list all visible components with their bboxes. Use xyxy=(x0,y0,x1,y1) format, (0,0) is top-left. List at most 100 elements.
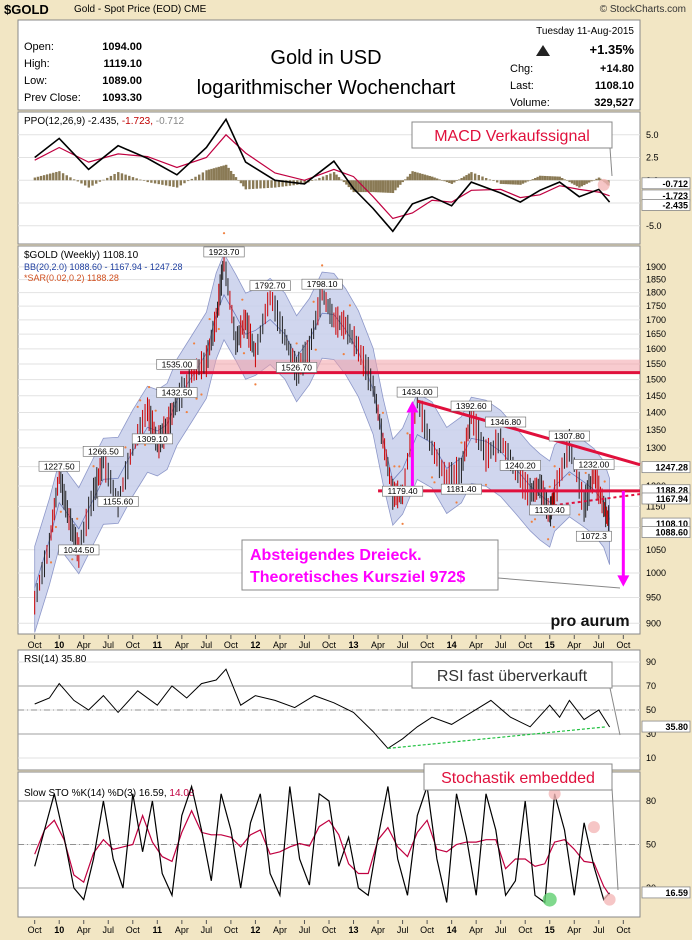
ppo-histogram-bar xyxy=(239,180,243,184)
sar-dot xyxy=(314,348,317,351)
price-label: 1130.40 xyxy=(535,505,565,515)
ppo-histogram-bar xyxy=(524,180,527,183)
rsi-trendline xyxy=(387,726,607,749)
x-axis-label-upper: Oct xyxy=(616,640,631,650)
x-axis-label-upper: 14 xyxy=(447,640,457,650)
stats-vol-label: Volume: xyxy=(510,97,550,109)
ppo-histogram-bar xyxy=(369,180,373,193)
ppo-histogram-bar xyxy=(281,180,284,187)
ppo-histogram-bar xyxy=(431,176,434,181)
ppo-histogram-bar xyxy=(529,180,532,181)
ohlc-label: Prev Close: xyxy=(24,92,81,104)
ppo-histogram-bar xyxy=(516,180,520,185)
ppo-histogram-bar xyxy=(266,180,270,189)
price-label: 1535.00 xyxy=(162,359,193,369)
x-axis-label-lower: 14 xyxy=(447,925,457,935)
ppo-histogram-bar xyxy=(65,175,68,181)
sto-high-marker-2 xyxy=(587,821,600,834)
x-axis-label-upper: Jul xyxy=(593,640,605,650)
price-last-label-box xyxy=(641,526,691,538)
x-axis-label-upper: Jul xyxy=(495,640,507,650)
ppo-histogram-bar xyxy=(504,180,507,185)
stats-chg-label: Chg: xyxy=(510,63,533,75)
ppo-histogram-bar xyxy=(496,180,499,183)
price-tick-label: 950 xyxy=(646,592,661,602)
ppo-histogram-bar xyxy=(359,180,363,193)
ppo-histogram-bar xyxy=(568,180,571,183)
price-label-box xyxy=(156,359,198,370)
ppo-line xyxy=(34,117,611,233)
ppo-histogram-bar xyxy=(52,172,55,181)
ppo-signal-line xyxy=(34,133,610,220)
sar-dot xyxy=(254,383,257,386)
sar-dot xyxy=(530,520,533,523)
ppo-histogram-bar xyxy=(592,180,596,181)
price-label: 1923.70 xyxy=(209,247,240,257)
price-label-box xyxy=(156,387,198,398)
ppo-histogram-bar xyxy=(337,177,341,181)
ppo-histogram-bar xyxy=(314,179,317,181)
ppo-histogram-bar xyxy=(179,180,183,186)
rsi-last-label-box xyxy=(641,720,691,733)
sar-dot xyxy=(406,432,409,435)
ppo-histogram-bar xyxy=(310,180,314,181)
ppo-histogram-bar xyxy=(234,177,238,181)
x-axis-label-lower: Jul xyxy=(299,925,311,935)
ppo-histogram-bar xyxy=(364,180,368,193)
ppo-legend-part: -1.723, xyxy=(119,116,153,127)
x-axis-label-lower: Jul xyxy=(397,925,409,935)
price-label-box xyxy=(396,386,438,398)
x-axis-label-upper: 10 xyxy=(54,640,64,650)
ppo-histogram-bar xyxy=(460,178,463,181)
sar-dot xyxy=(92,465,95,468)
ppo-legend: PPO(12,26,9) -2.435, -1.723, -0.712 xyxy=(24,116,185,127)
ppo-histogram-bar xyxy=(42,175,46,181)
ppo-histogram-bar xyxy=(450,180,454,184)
rsi-note: RSI fast überverkauft xyxy=(437,668,588,685)
ppo-histogram-bar xyxy=(161,180,164,185)
ppo-histogram-bar xyxy=(342,180,346,183)
ppo-histogram-bar xyxy=(55,171,58,181)
ppo-histogram-bar xyxy=(229,170,233,181)
ppo-histogram-bar xyxy=(157,180,160,185)
ppo-histogram-bar xyxy=(465,175,468,181)
rsi-line xyxy=(34,668,611,750)
x-axis-label-upper: Apr xyxy=(469,640,483,650)
ppo-histogram-bar xyxy=(492,180,495,181)
ppo-histogram-bar xyxy=(401,180,404,183)
price-tick-label: 1750 xyxy=(646,301,666,311)
macd-note-pointer xyxy=(609,147,613,177)
ppo-histogram-bar xyxy=(372,180,375,193)
ppo-histogram-bar xyxy=(453,180,456,183)
price-label: 1072.3 xyxy=(581,531,607,541)
price-tick-label: 1350 xyxy=(646,425,666,435)
ppo-histogram-bar xyxy=(142,180,146,181)
ppo-histogram-bar xyxy=(135,178,138,181)
stats-chg: +14.80 xyxy=(600,63,634,75)
ppo-histogram-bar xyxy=(131,177,135,181)
ppo-histogram-bar xyxy=(139,179,142,181)
ppo-histogram-bar xyxy=(83,180,87,186)
ppo-histogram-bar xyxy=(255,180,259,189)
ppo-histogram-bar xyxy=(172,180,175,187)
sto-tick-label: 50 xyxy=(646,840,656,850)
ohlc-label: Open: xyxy=(24,41,54,53)
ppo-histogram-bar xyxy=(36,176,40,181)
x-axis-label-upper: Oct xyxy=(420,640,435,650)
price-label-box xyxy=(38,460,80,472)
price-label: 1181.40 xyxy=(446,484,476,494)
rsi-last-label: 35.80 xyxy=(665,722,688,732)
sar-dot xyxy=(533,518,537,521)
ppo-histogram-bar xyxy=(332,172,336,181)
source-credit: © StockCharts.com xyxy=(599,4,686,15)
ppo-histogram-bar xyxy=(288,180,292,186)
ppo-last-label: -0.712 xyxy=(662,179,688,189)
ppo-histogram-bar xyxy=(499,180,503,184)
sar-dot xyxy=(433,481,436,484)
sar-dot xyxy=(241,298,244,301)
ohlc-value: 1094.00 xyxy=(102,41,142,53)
sto-note-box xyxy=(423,763,613,791)
x-axis-label-upper: Apr xyxy=(175,640,189,650)
ppo-histogram-bar xyxy=(578,180,581,188)
ohlc-value: 1093.30 xyxy=(102,92,142,104)
